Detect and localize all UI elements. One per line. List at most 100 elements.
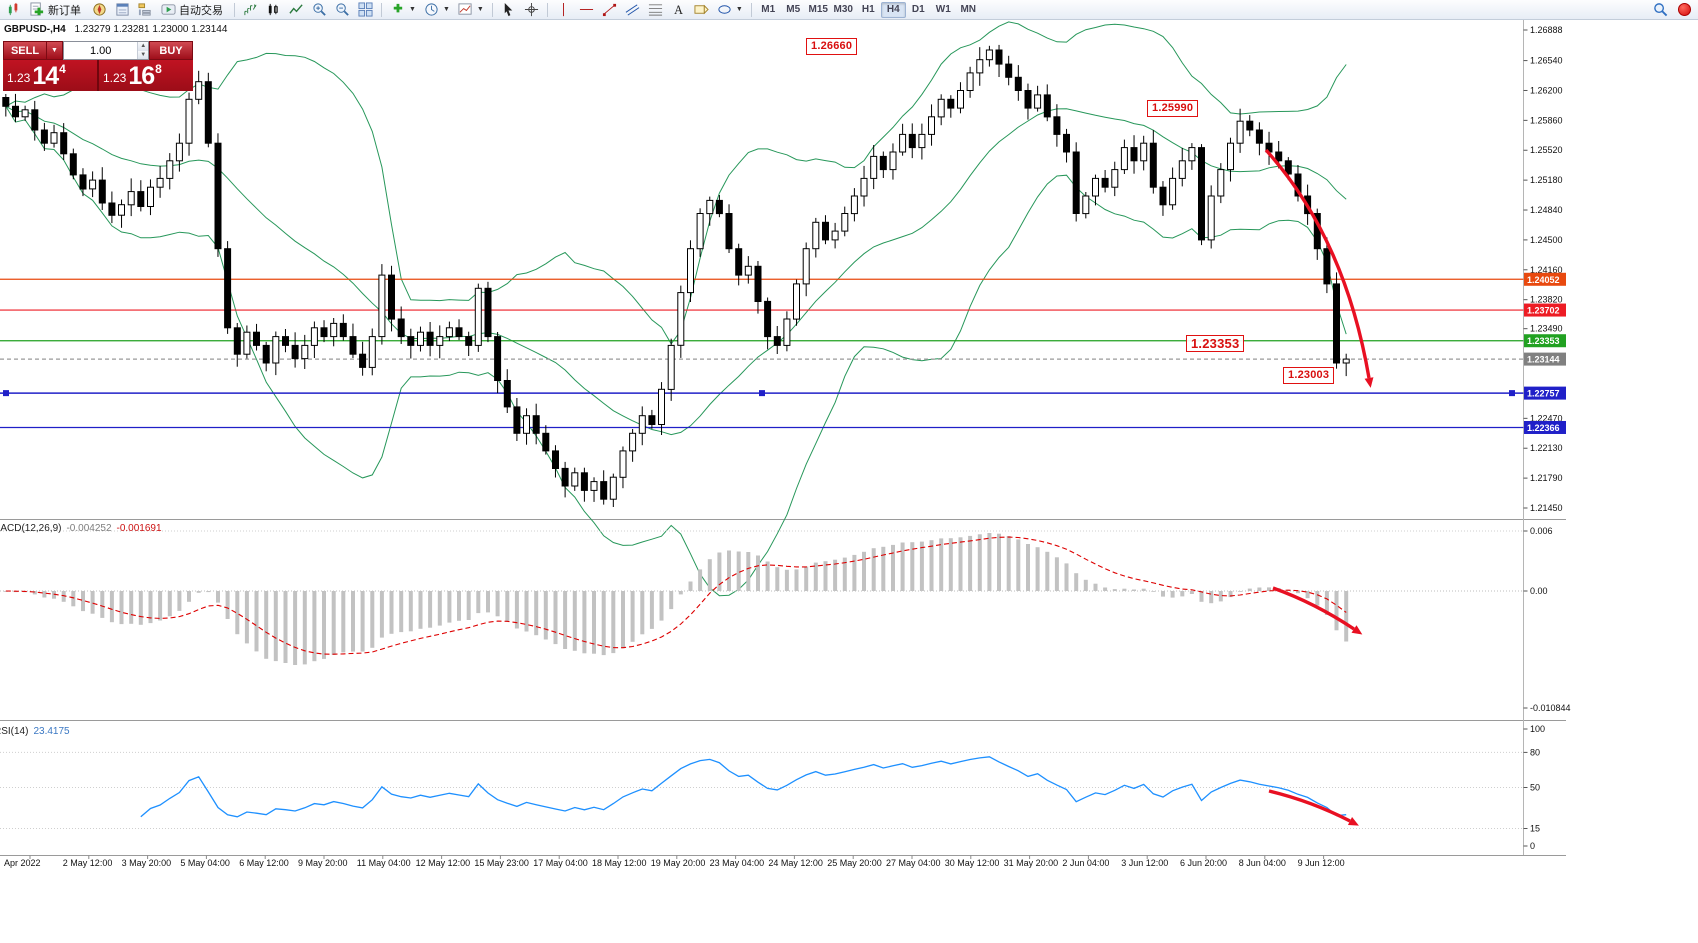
time-axis-label: 11 May 04:00 [356, 858, 411, 868]
price-axis-label: 1.25860 [1530, 115, 1563, 125]
rsi-axis-label: 50 [1530, 783, 1540, 793]
macd-value: -0.004252 [66, 523, 112, 534]
hline-icon [579, 9, 593, 10]
periods-dropdown[interactable]: ▼ [420, 1, 454, 18]
letter-A-icon: A [674, 3, 683, 17]
candle-mode-icon [268, 3, 278, 16]
alert-badge-icon[interactable] [1678, 3, 1691, 16]
line-handle[interactable] [3, 390, 9, 397]
timeframe-d1[interactable]: D1 [911, 4, 925, 15]
label-button[interactable] [690, 1, 713, 18]
price-axis-label: 1.22470 [1530, 413, 1563, 423]
crosshair-icon [524, 2, 538, 17]
line-handle[interactable] [759, 390, 765, 397]
timeframe-m1[interactable]: M1 [761, 4, 776, 15]
data-window-button[interactable] [111, 1, 134, 18]
market-watch-button[interactable] [88, 1, 111, 18]
volume-stepper[interactable]: ▲ ▼ [137, 42, 148, 59]
zoom-out-button[interactable] [331, 1, 354, 18]
buy-price-big: 16 [128, 62, 155, 90]
buy-price-display[interactable]: 1.23 16 8 [99, 60, 193, 91]
indicators-dropdown[interactable]: ▼ [386, 1, 420, 18]
time-axis-label: 31 May 20:00 [1003, 858, 1059, 868]
price-axis-label: 1.23820 [1530, 295, 1563, 305]
timeframe-m5[interactable]: M5 [786, 4, 801, 15]
timeframe-h1[interactable]: H1 [861, 4, 875, 15]
navigator-button[interactable] [134, 1, 157, 18]
volume-input[interactable] [64, 42, 138, 59]
cursor-button[interactable] [497, 1, 520, 18]
price-callout[interactable]: 1.23003 [1283, 367, 1335, 384]
crosshair-button[interactable] [520, 1, 543, 18]
timeframe-m15[interactable]: M15 [808, 4, 828, 15]
chevron-down-icon: ▼ [476, 6, 484, 13]
zoom-out-icon [336, 3, 349, 16]
autotrading-label: 自动交易 [179, 4, 223, 17]
candles [2, 44, 1350, 507]
price-axis-label: 1.24500 [1530, 235, 1563, 245]
chevron-down-icon: ▼ [409, 6, 416, 13]
price-axis-highlight [1524, 334, 1566, 348]
shapes-dropdown[interactable]: ▼ [713, 1, 747, 18]
price-axis-highlight [1524, 352, 1566, 366]
stepper-up-icon[interactable]: ▲ [138, 42, 148, 51]
rsi-axis-label: 100 [1530, 724, 1545, 734]
one-click-trade-panel: SELL ▼ ▲▼ BUY 1.23 14 4 1.23 16 8 [3, 41, 193, 91]
new-chart-button[interactable] [3, 1, 26, 18]
price-callout[interactable]: 1.25990 [1147, 100, 1199, 117]
price-axis-highlight-value: 1.23702 [1527, 306, 1560, 316]
price-axis-label: 1.26200 [1530, 85, 1563, 95]
time-axis-label: 23 May 04:00 [709, 858, 765, 868]
zoom-in-button[interactable] [308, 1, 331, 18]
trend-arrow[interactable] [1264, 148, 1371, 379]
price-axis-label: 1.26540 [1530, 56, 1563, 66]
autotrading-button[interactable]: 自动交易 [157, 1, 230, 18]
time-axis-label: 19 May 20:00 [650, 858, 706, 868]
time-axis-label: 25 May 20:00 [827, 858, 882, 868]
vertical-line-button[interactable] [552, 1, 575, 18]
text-button[interactable]: A [667, 1, 690, 18]
search-button[interactable] [1649, 1, 1672, 18]
price-axis-highlight-value: 1.23353 [1527, 336, 1560, 346]
horizontal-line-button[interactable] [575, 1, 598, 18]
folder-tree-icon [138, 3, 151, 16]
toolbar-separator [546, 2, 548, 17]
line-handle[interactable] [1509, 390, 1515, 397]
timeframe-mn[interactable]: MN [960, 4, 977, 15]
channel-button[interactable] [621, 1, 644, 18]
time-axis-label: 9 Jun 12:00 [1297, 858, 1345, 868]
price-axis-label: 1.22130 [1530, 443, 1563, 453]
sell-button[interactable]: SELL [3, 41, 47, 60]
rsi-axis-label: 0 [1530, 841, 1535, 851]
timeframe-w1[interactable]: W1 [935, 4, 951, 15]
templates-dropdown[interactable]: ▼ [454, 1, 488, 18]
price-callout[interactable]: 1.26660 [806, 38, 858, 55]
document-plus-icon [30, 2, 44, 16]
trendline-button[interactable] [598, 1, 621, 18]
trend-arrow[interactable] [1268, 789, 1351, 823]
buy-button[interactable]: BUY [149, 41, 193, 60]
new-order-button[interactable]: 新订单 [26, 1, 88, 18]
zoom-in-icon [313, 3, 326, 16]
candle-mode-button[interactable] [262, 1, 285, 18]
price-callout[interactable]: 1.23353 [1186, 335, 1245, 352]
parallel-lines-icon [625, 4, 640, 16]
chevron-down-icon: ▼ [442, 6, 450, 13]
macd-name: MACD(12,26,9) [0, 523, 62, 534]
volume-field-wrap: ▲▼ [63, 41, 149, 60]
time-axis[interactable]: Apr 2022 2 May 12:00 3 May 20:00 5 May 04:0… [0, 857, 1560, 871]
fibonacci-button[interactable] [644, 1, 667, 18]
bar-chart-button[interactable] [239, 1, 262, 18]
buy-price-sup: 8 [155, 62, 162, 76]
line-chart-button[interactable] [285, 1, 308, 18]
stepper-down-icon[interactable]: ▼ [138, 50, 148, 59]
tile-windows-button[interactable] [354, 1, 377, 18]
sell-price-display[interactable]: 1.23 14 4 [3, 60, 97, 91]
price-axis-label: 1.21450 [1530, 503, 1563, 513]
timeframe-m30[interactable]: M30 [833, 4, 853, 15]
time-axis-label: 12 May 12:00 [415, 858, 471, 868]
timeframe-h4[interactable]: H4 [880, 1, 906, 18]
trend-arrow[interactable] [1272, 586, 1355, 631]
trade-panel-dropdown[interactable]: ▼ [47, 41, 63, 60]
